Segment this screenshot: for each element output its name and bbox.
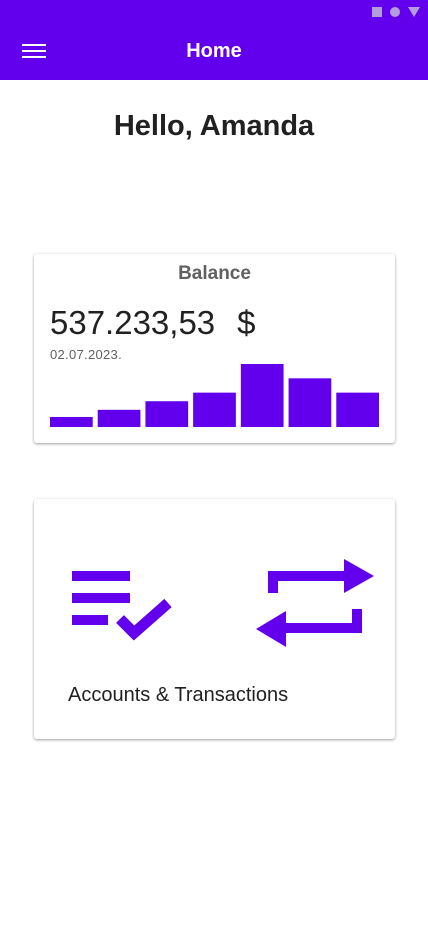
- status-icons: [372, 7, 420, 17]
- triangle-icon: [408, 7, 420, 17]
- square-icon: [372, 7, 382, 17]
- balance-amount: 537.233,53: [50, 304, 216, 341]
- balance-bar: [97, 409, 141, 427]
- balance-bar: [193, 392, 236, 427]
- app-bar: Home: [0, 24, 428, 80]
- balance-bar: [288, 378, 332, 427]
- balance-title: Balance: [178, 263, 251, 284]
- accounts-transactions-label: Accounts & Transactions: [68, 684, 289, 706]
- balance-amount-row: 537.233,53 $: [50, 304, 256, 342]
- status-bar: [0, 0, 428, 24]
- balance-bar: [240, 364, 284, 427]
- balance-currency: $: [237, 304, 256, 341]
- list-check-icon: [72, 571, 172, 641]
- balance-bar: [336, 392, 379, 427]
- menu-button[interactable]: [14, 38, 54, 66]
- balance-bar: [145, 401, 189, 427]
- page-title: Home: [186, 40, 242, 62]
- greeting-text: Hello, Amanda: [113, 110, 315, 142]
- accounts-transactions-card[interactable]: Accounts & Transactions: [34, 499, 395, 739]
- balance-bar: [50, 416, 93, 427]
- balance-date: 02.07.2023.: [50, 347, 122, 362]
- swap-arrows-icon: [256, 559, 374, 647]
- balance-bar-chart: [50, 364, 379, 427]
- balance-card[interactable]: Balance 537.233,53 $ 02.07.2023.: [34, 254, 395, 443]
- circle-icon: [390, 7, 400, 17]
